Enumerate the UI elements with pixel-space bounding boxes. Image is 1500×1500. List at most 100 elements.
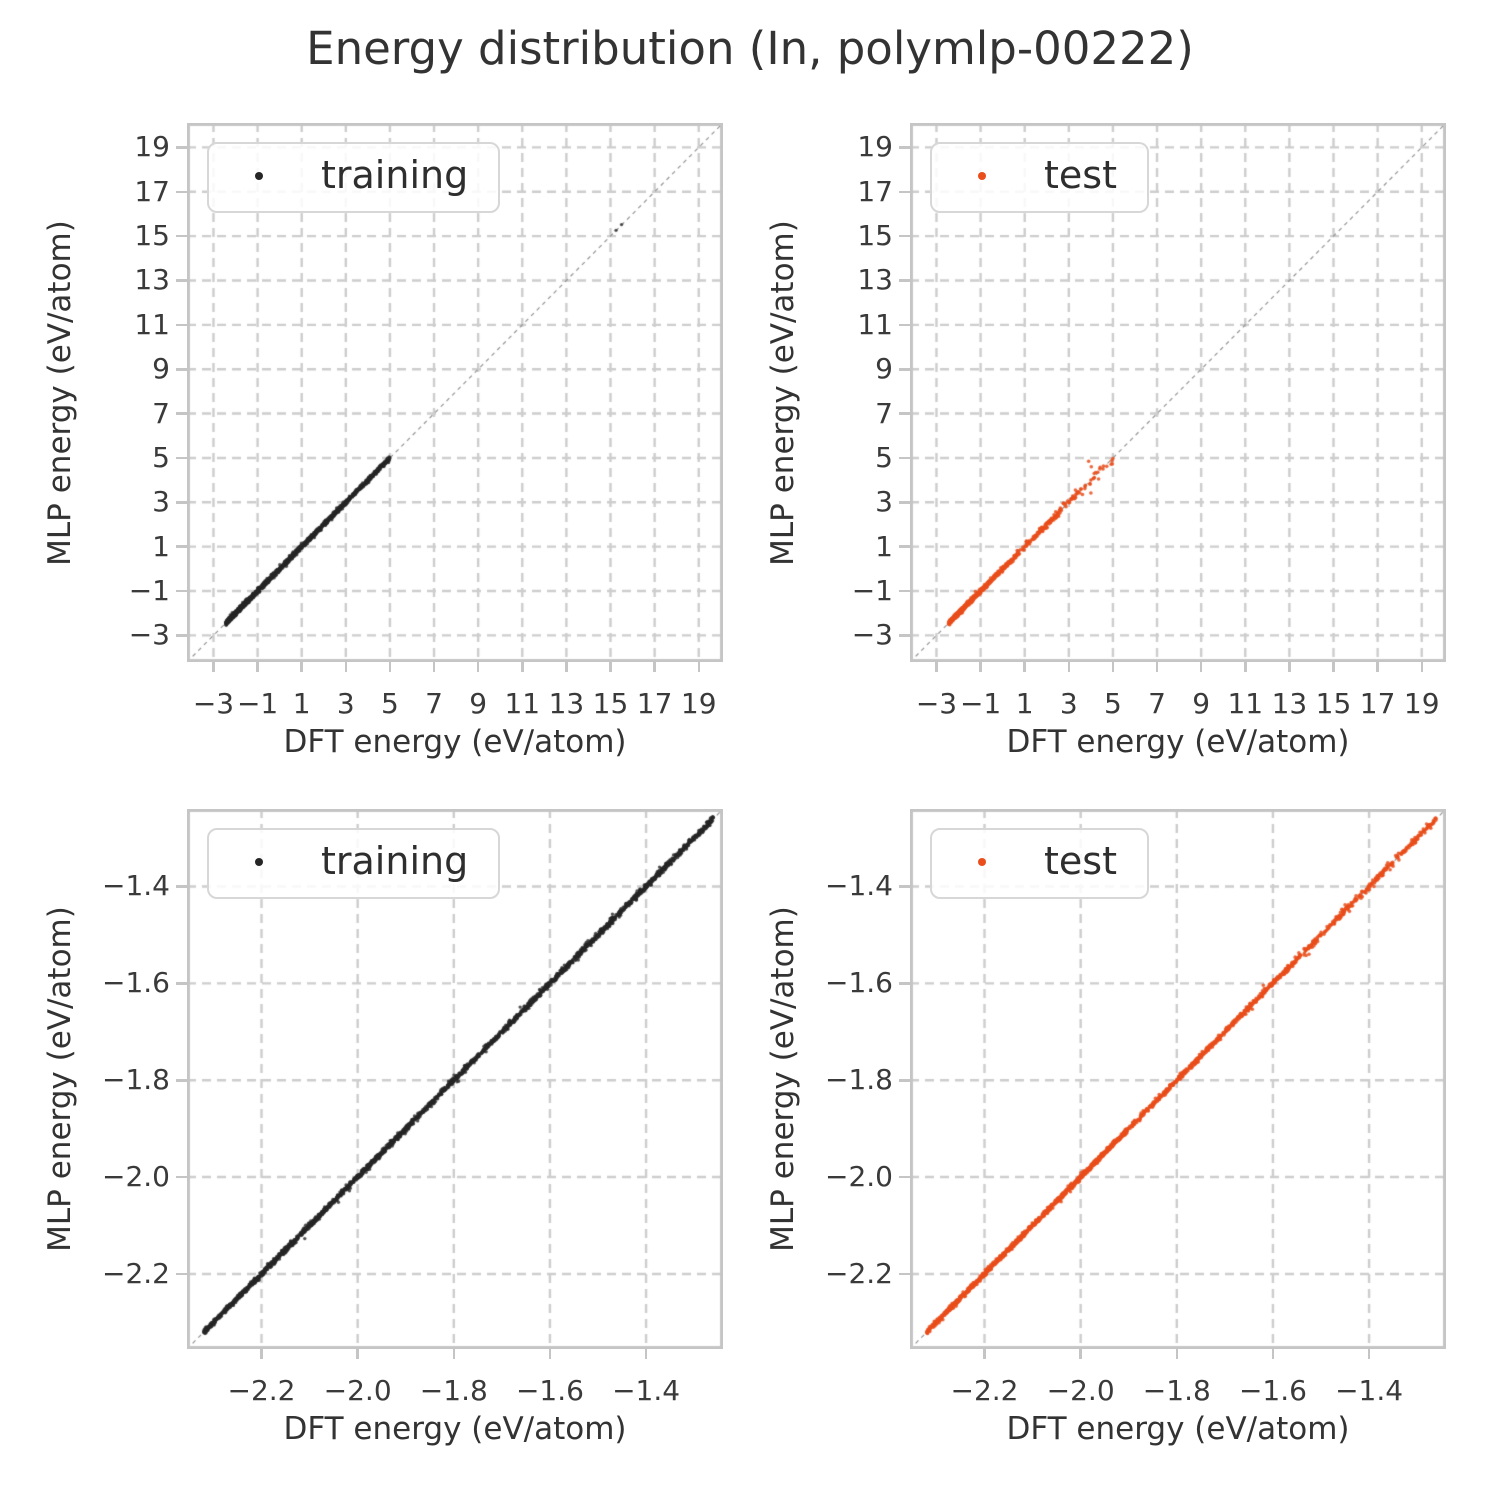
legend-marker-dot [255,857,263,866]
x-tick-mark [1244,662,1247,672]
plot-canvas-training-zoom [187,809,723,1349]
x-tick-label: −3 [915,687,958,720]
y-tick-mark [176,368,187,371]
x-tick-label: −1.8 [419,1374,488,1407]
y-tick-label: 13 [857,263,893,297]
y-tick-label: 13 [134,263,170,297]
y-tick-mark [176,279,187,282]
x-tick-label: 13 [548,687,585,720]
y-axis-label: MLP energy (eV/atom) [765,219,801,566]
plot-canvas-test-full [910,123,1446,662]
x-tick-label: 17 [1359,687,1396,720]
y-tick-label: 3 [152,485,170,519]
y-tick-mark [899,501,910,504]
y-tick-mark [899,323,910,327]
y-tick-mark [176,589,187,593]
legend-marker-dot [978,857,986,866]
y-axis-label: MLP energy (eV/atom) [765,906,801,1252]
y-tick-mark [899,1272,910,1276]
y-tick-mark [899,279,910,282]
y-tick-mark [899,146,910,149]
legend-marker-dot [978,171,986,180]
legend-marker-dot [255,171,263,180]
y-tick-mark [899,1079,910,1082]
y-tick-label: −1.6 [825,966,893,1000]
y-tick-mark [899,885,910,888]
x-tick-label: 9 [1192,687,1211,720]
y-tick-mark [176,412,187,415]
x-tick-mark [260,1349,263,1359]
y-tick-label: 19 [857,130,893,164]
x-axis-label: DFT energy (eV/atom) [1006,1411,1350,1447]
y-tick-mark [176,1079,187,1082]
x-tick-label: 1 [292,687,311,720]
legend-label: test [1044,153,1117,197]
y-tick-mark [899,412,910,415]
y-tick-label: −1.6 [102,966,170,1000]
x-tick-label: −1.8 [1142,1374,1211,1407]
x-tick-label: 13 [1271,687,1308,720]
y-tick-mark [176,1272,187,1276]
y-tick-label: 11 [857,307,893,341]
x-tick-label: −2.0 [323,1374,392,1407]
x-tick-label: 17 [636,687,673,720]
x-tick-mark [609,662,612,672]
y-tick-label: 19 [134,130,170,164]
y-tick-mark [176,190,187,194]
x-tick-mark [1271,1349,1275,1359]
y-tick-mark [899,234,910,238]
y-tick-label: 7 [152,396,170,430]
x-tick-mark [476,662,480,672]
x-tick-mark [356,1349,359,1359]
y-tick-mark [176,323,187,327]
x-tick-mark [1288,662,1291,672]
y-tick-label: 1 [875,529,893,563]
y-tick-label: −2.2 [102,1256,170,1290]
y-tick-mark [899,545,910,548]
y-tick-label: 9 [152,352,170,386]
x-tick-mark [300,662,303,672]
y-tick-mark [176,456,187,460]
y-tick-label: 17 [857,174,893,208]
x-tick-label: −1.6 [1238,1374,1307,1407]
y-tick-label: −1 [851,574,893,608]
y-tick-label: −1.8 [102,1063,170,1097]
y-tick-label: −1 [128,574,170,608]
y-tick-mark [899,368,910,371]
x-tick-label: 15 [592,687,629,720]
x-tick-mark [979,662,982,672]
y-tick-mark [176,545,187,548]
y-tick-mark [176,234,187,238]
x-tick-label: −1.4 [612,1374,681,1407]
x-tick-mark [344,662,348,672]
y-tick-label: 5 [875,440,893,474]
x-tick-label: 3 [336,687,355,720]
y-tick-mark [899,589,910,593]
y-tick-mark [176,634,187,637]
x-axis-label: DFT energy (eV/atom) [283,724,627,760]
x-tick-label: −2.0 [1046,1374,1115,1407]
x-tick-mark [1067,662,1071,672]
x-tick-mark [1175,1349,1179,1359]
y-axis-label: MLP energy (eV/atom) [42,219,78,566]
y-tick-label: 17 [134,174,170,208]
x-tick-label: −1.4 [1335,1374,1404,1407]
x-axis-label: DFT energy (eV/atom) [1006,724,1350,760]
x-tick-label: 19 [1403,687,1440,720]
x-tick-mark [1079,1349,1082,1359]
y-tick-mark [899,982,910,985]
x-axis-label: DFT energy (eV/atom) [283,1411,627,1447]
x-tick-label: 5 [1104,687,1122,720]
x-tick-mark [983,1349,986,1359]
y-tick-label: −1.8 [825,1063,893,1097]
y-tick-label: −1.4 [102,869,170,903]
y-tick-mark [899,456,910,460]
y-tick-mark [176,1175,187,1179]
x-tick-label: 1 [1015,687,1034,720]
legend-label: test [1044,839,1117,883]
x-tick-label: 5 [381,687,399,720]
plot-canvas-test-zoom [910,809,1446,1349]
